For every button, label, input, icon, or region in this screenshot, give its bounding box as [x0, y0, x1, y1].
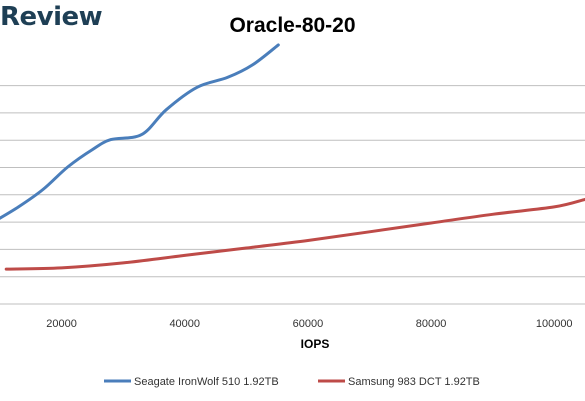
x-tick-label: 60000: [293, 318, 324, 330]
x-axis-title: IOPS: [301, 337, 330, 351]
x-tick-label: 80000: [416, 318, 447, 330]
brand-logo-text: Review: [0, 2, 103, 32]
series-line-seagate: [0, 43, 280, 220]
legend-label-seagate: Seagate IronWolf 510 1.92TB: [134, 376, 279, 388]
legend-label-samsung: Samsung 983 DCT 1.92TB: [348, 376, 480, 388]
legend: Seagate IronWolf 510 1.92TB Samsung 983 …: [104, 376, 480, 388]
x-tick-label: 40000: [169, 318, 200, 330]
x-tick-label: 20000: [46, 318, 77, 330]
x-tick-labels: 20000 40000 60000 80000 100000: [46, 318, 572, 330]
grid-lines: [0, 85, 585, 305]
chart-title: Oracle-80-20: [229, 14, 356, 37]
series-line-samsung: [4, 197, 585, 271]
x-tick-label: 100000: [536, 318, 573, 330]
series-lines: [0, 43, 585, 271]
